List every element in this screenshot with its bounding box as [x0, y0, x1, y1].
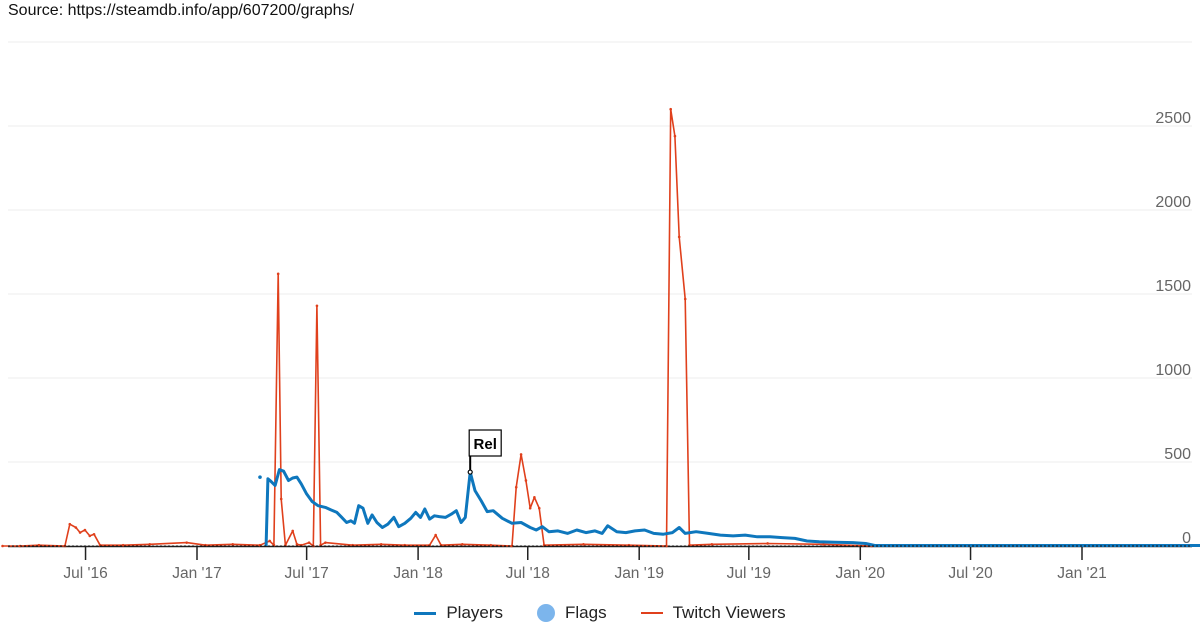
legend-item-twitch-viewers[interactable]: Twitch Viewers: [640, 603, 786, 623]
x-tick-label: Jan '19: [614, 565, 664, 582]
players-line-icon: [414, 611, 437, 615]
twitch-point: [83, 528, 87, 532]
x-axis: Jul '16 Jan '17 Jul '17 Jan '18 Jul '18 Jan '…: [8, 545, 1192, 582]
twitch-point: [683, 297, 687, 301]
twitch-point: [766, 542, 769, 545]
flags-dot-icon: [537, 604, 556, 622]
twitch-point: [710, 543, 714, 546]
twitch-line-icon: [640, 612, 663, 614]
twitch-point: [68, 522, 72, 526]
twitch-point: [528, 506, 532, 510]
twitch-point: [677, 235, 681, 239]
twitch-point: [88, 534, 92, 538]
twitch-point: [524, 479, 528, 482]
legend-label-twitch-viewers: Twitch Viewers: [672, 603, 786, 622]
players-line: [264, 468, 1200, 547]
twitch-point: [434, 533, 437, 537]
y-tick-label: 1000: [1155, 362, 1191, 379]
twitch-viewers-line: [2, 108, 1200, 547]
twitch-point: [121, 543, 125, 547]
twitch-point: [489, 543, 493, 547]
x-tick-label: Jan '17: [172, 565, 222, 582]
series-layer: [1, 107, 1200, 548]
twitch-point: [519, 453, 523, 456]
y-tick-label: 2000: [1155, 194, 1191, 211]
twitch-point: [268, 539, 271, 543]
twitch-point: [295, 543, 299, 546]
annotation-marker: [467, 469, 473, 475]
x-tick-label: Jul '17: [284, 565, 328, 582]
twitch-point: [514, 485, 518, 489]
y-axis: 0 500 1000 1500 2000 2500: [1155, 110, 1191, 547]
grid-lines: [8, 41, 1192, 463]
y-tick-label: 2500: [1155, 110, 1191, 127]
x-tick-label: Jul '19: [727, 565, 771, 582]
annotation-label: Rel: [474, 436, 497, 453]
y-tick-label: 500: [1164, 446, 1191, 463]
legend-label-flags: Flags: [565, 603, 607, 622]
y-tick-label: 0: [1182, 530, 1191, 547]
twitch-point: [461, 543, 464, 546]
twitch-point: [822, 543, 825, 546]
twitch-point: [669, 107, 672, 111]
twitch-point: [92, 532, 96, 536]
twitch-point: [665, 544, 668, 548]
legend-item-players[interactable]: Players: [414, 603, 503, 623]
twitch-point: [291, 529, 295, 533]
source-caption: Source: https://steamdb.info/app/607200/…: [8, 2, 355, 19]
x-tick-label: Jul '20: [948, 565, 993, 582]
x-tick-label: Jan '20: [836, 565, 886, 582]
twitch-point: [279, 497, 283, 501]
x-tick-label: Jul '18: [506, 565, 550, 582]
twitch-point: [315, 304, 319, 308]
twitch-point: [307, 541, 311, 544]
twitch-point: [537, 506, 541, 510]
legend-label-players: Players: [446, 603, 504, 622]
release-annotation[interactable]: Rel: [467, 429, 502, 475]
annotation-box: [468, 429, 502, 457]
chart-legend: Players Flags Twitch Viewers: [0, 603, 1200, 623]
twitch-point: [231, 543, 235, 546]
twitch-point: [582, 543, 585, 546]
twitch-point: [533, 495, 536, 499]
twitch-point: [510, 544, 514, 548]
twitch-point: [37, 543, 41, 547]
twitch-point: [1, 544, 4, 548]
twitch-point: [78, 531, 82, 534]
twitch-point: [324, 541, 327, 544]
twitch-point: [673, 134, 677, 138]
twitch-point: [74, 526, 78, 529]
twitch-point: [379, 543, 383, 546]
twitch-point: [185, 541, 189, 544]
y-tick-label: 1500: [1155, 278, 1191, 295]
flag-point[interactable]: [258, 475, 262, 479]
twitch-point: [276, 272, 280, 276]
x-tick-label: Jan '18: [393, 565, 443, 582]
x-tick-label: Jan '21: [1057, 565, 1107, 582]
x-tick-label: Jul '16: [63, 565, 107, 582]
legend-item-flags[interactable]: Flags: [537, 603, 607, 623]
twitch-point: [148, 543, 152, 546]
